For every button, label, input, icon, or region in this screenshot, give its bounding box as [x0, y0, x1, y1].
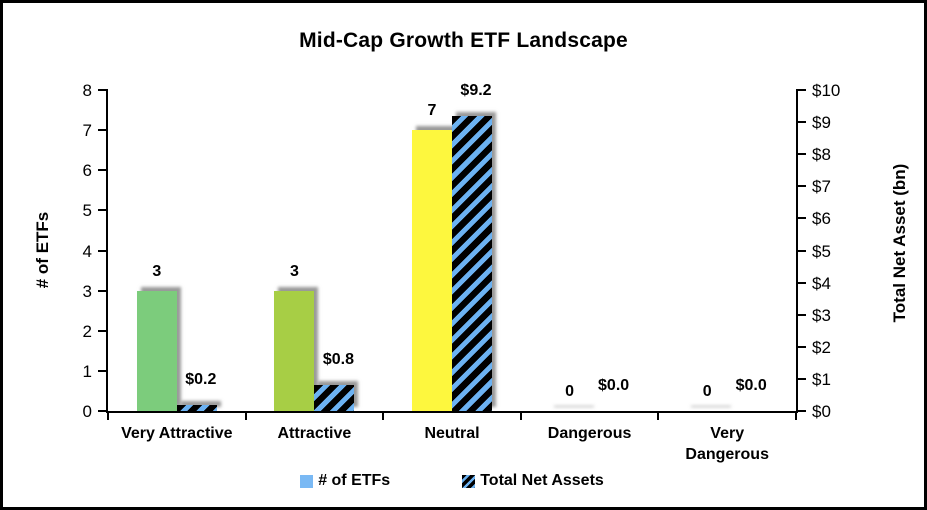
category-label-2: Attractive [277, 425, 352, 442]
bar-assets-3 [452, 115, 492, 411]
y-left-tick [98, 289, 106, 292]
data-label-assets-5: $0.0 [735, 377, 767, 394]
category-label-3: Neutral [424, 425, 480, 442]
y-left-tick [98, 89, 106, 91]
data-label-etfs-3: 7 [427, 102, 437, 120]
y-right-tick-label: $9 [812, 113, 831, 133]
y-left-tick-label: 1 [82, 361, 92, 381]
legend-item-assets: Total Net Assets [462, 472, 604, 490]
y-left-tick-label: 2 [82, 321, 92, 341]
legend-swatch-solid-icon [300, 474, 314, 488]
bar-etfs-3 [412, 130, 452, 411]
y-right-tick [798, 185, 806, 188]
data-label-etfs-4: 0 [565, 383, 575, 400]
category-label-1: Very Attractive [121, 425, 233, 442]
y-right-tick [798, 281, 806, 284]
y-left-tick-label: 5 [82, 201, 92, 221]
category-label-5: Very Dangerous [685, 425, 769, 463]
legend-item-etfs: # of ETFs [300, 472, 390, 490]
y-axis-left-line [106, 89, 108, 413]
y-left-tick [98, 249, 106, 252]
y-right-tick-label: $10 [812, 81, 841, 100]
data-label-assets-4: $0.0 [598, 377, 630, 394]
y-left-tick [98, 369, 106, 372]
y-right-tick [798, 377, 806, 380]
x-axis-tick [795, 411, 797, 420]
data-label-assets-1: $0.2 [185, 370, 217, 388]
y-left-tick-label: 0 [82, 402, 92, 421]
data-label-assets-2: $0.8 [322, 351, 354, 369]
data-label-etfs-2: 3 [289, 262, 299, 280]
y-right-tick [798, 89, 806, 91]
y-right-tick-label: $5 [812, 241, 831, 261]
x-axis-tick [244, 411, 247, 420]
y-axis-right-line [796, 89, 798, 413]
legend-label: # of ETFs [318, 472, 391, 489]
y-right-tick-label: $7 [812, 177, 831, 197]
x-axis-tick [519, 411, 522, 420]
y-right-tick [798, 313, 806, 316]
chart-title: Mid-Cap Growth ETF Landscape [299, 29, 628, 52]
y-left-tick-label: 8 [82, 81, 92, 100]
y-right-tick [798, 410, 806, 412]
legend: # of ETFs Total Net Assets [108, 472, 796, 490]
y-left-tick-label: 4 [82, 241, 92, 261]
y-right-tick-label: $2 [812, 337, 831, 357]
y-left-tick-label: 6 [82, 161, 92, 181]
data-label-assets-3: $9.2 [460, 81, 492, 99]
y-right-tick [798, 217, 806, 220]
y-left-tick [98, 129, 106, 132]
legend-label: Total Net Assets [480, 472, 604, 489]
y-right-tick-label: $1 [812, 369, 831, 389]
bar-etfs-2 [274, 290, 315, 411]
y-right-tick [798, 345, 806, 348]
bar-assets-2 [314, 385, 355, 411]
y-axis-right-title: Total Net Asset (bn) [890, 163, 909, 323]
data-label-etfs-5: 0 [702, 383, 712, 400]
y-left-tick [98, 329, 106, 332]
x-axis-tick [107, 411, 109, 420]
x-axis-tick [657, 411, 660, 420]
legend-swatch-hatched-icon [462, 474, 476, 488]
bar-etfs-5 [687, 410, 727, 411]
y-left-tick-label: 3 [82, 281, 92, 301]
y-right-tick [798, 121, 806, 124]
y-right-tick-label: $6 [812, 209, 831, 229]
data-label-etfs-1: 3 [152, 262, 162, 280]
y-right-tick-label: $4 [812, 273, 831, 293]
x-axis-line [106, 411, 798, 413]
category-label-4: Dangerous [547, 425, 632, 442]
y-left-tick [98, 410, 106, 412]
y-right-tick-label: $8 [812, 145, 831, 165]
y-left-tick [98, 169, 106, 172]
bar-assets-1 [176, 404, 217, 411]
y-right-tick [798, 153, 806, 156]
y-left-tick [98, 209, 106, 212]
x-axis-tick [382, 411, 385, 420]
bar-etfs-1 [136, 290, 177, 411]
y-right-tick-label: $0 [812, 402, 831, 421]
y-right-tick [798, 249, 806, 252]
y-left-tick-label: 7 [82, 121, 92, 141]
y-right-tick-label: $3 [812, 305, 831, 325]
bar-etfs-4 [550, 410, 590, 411]
